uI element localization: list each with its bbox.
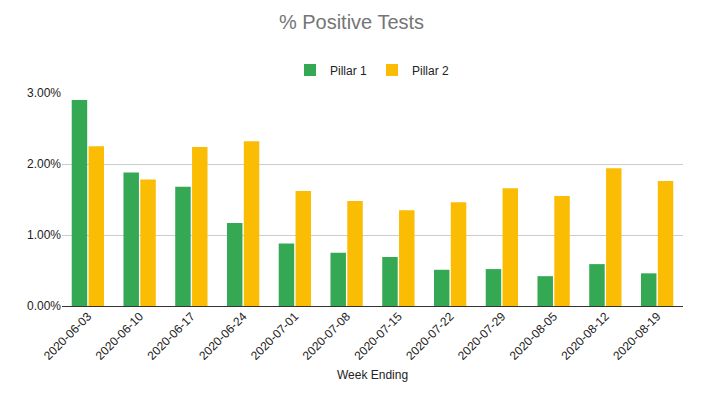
svg-text:2020-07-01: 2020-07-01: [248, 309, 302, 363]
svg-text:% Positive Tests: % Positive Tests: [279, 11, 424, 33]
svg-text:2020-06-24: 2020-06-24: [196, 309, 250, 363]
svg-text:2020-08-19: 2020-08-19: [610, 309, 664, 363]
svg-text:Pillar 2: Pillar 2: [412, 64, 449, 78]
svg-text:Week Ending: Week Ending: [337, 368, 408, 382]
svg-text:1.00%: 1.00%: [27, 228, 61, 242]
svg-text:2020-08-05: 2020-08-05: [507, 309, 561, 363]
svg-text:2020-06-17: 2020-06-17: [144, 309, 198, 363]
svg-text:2020-07-29: 2020-07-29: [455, 309, 509, 363]
svg-text:2020-07-15: 2020-07-15: [351, 309, 405, 363]
svg-text:3.00%: 3.00%: [27, 86, 61, 100]
svg-text:2020-06-10: 2020-06-10: [93, 309, 147, 363]
svg-text:2020-08-12: 2020-08-12: [558, 309, 612, 363]
svg-text:0.00%: 0.00%: [27, 299, 61, 313]
svg-text:2020-07-08: 2020-07-08: [300, 309, 354, 363]
svg-text:Pillar 1: Pillar 1: [330, 64, 367, 78]
svg-text:2020-06-03: 2020-06-03: [41, 309, 95, 363]
svg-text:2020-07-22: 2020-07-22: [403, 309, 457, 363]
svg-text:2.00%: 2.00%: [27, 157, 61, 171]
